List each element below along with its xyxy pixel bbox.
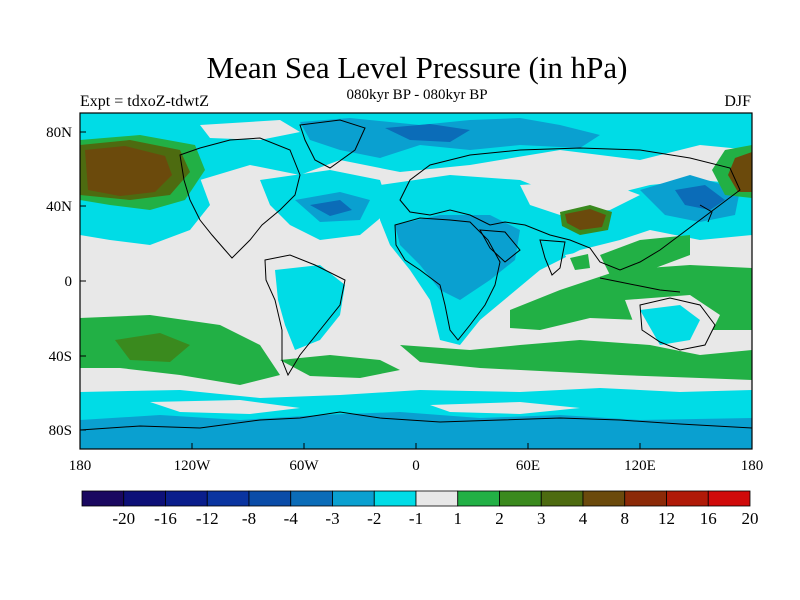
- x-tick-label: 120W: [174, 458, 212, 474]
- coast-arabia: [479, 229, 521, 263]
- contour-central-asia-grey: [520, 180, 640, 215]
- colorbar-swatch: [373, 490, 417, 507]
- contour-tibet-brown: [565, 209, 606, 230]
- colorbar-swatch: [165, 490, 208, 507]
- coast-eurasia: [399, 147, 741, 271]
- colorbar-label: -1: [409, 509, 423, 528]
- contour-south-america-cyan: [275, 265, 345, 350]
- coast-japan: [699, 204, 713, 223]
- colorbar-swatch: [499, 490, 542, 507]
- contour-antarctic-grey-2: [430, 402, 580, 414]
- axis-tick-marks: [79, 131, 753, 449]
- contour-southern-green-mid: [280, 355, 400, 378]
- season-label: DJF: [724, 93, 751, 110]
- colorbar-label: -12: [196, 509, 219, 528]
- colorbar-swatch: [248, 490, 292, 507]
- contour-southern-green-east: [400, 340, 752, 380]
- contour-alaska-brown: [85, 146, 172, 196]
- colorbar-swatch: [415, 490, 459, 507]
- colorbar-label: 12: [658, 509, 675, 528]
- y-tick-label: 40S: [49, 349, 72, 365]
- coast-africa: [394, 217, 501, 341]
- colorbar-swatch: [332, 490, 375, 507]
- coast-india: [539, 239, 566, 276]
- colorbar-label: -20: [112, 509, 135, 528]
- x-tick-label: 120E: [624, 458, 656, 474]
- x-tick-label: 180: [741, 458, 764, 474]
- y-tick-label: 40N: [46, 199, 72, 215]
- colorbar-swatch: [123, 490, 166, 507]
- colorbar-swatch: [624, 490, 667, 507]
- x-tick-label: 60E: [516, 458, 540, 474]
- colorbar-label: -3: [325, 509, 339, 528]
- coast-south-america: [264, 254, 346, 377]
- colorbar-label: 20: [742, 509, 759, 528]
- contour-africa-blue: [395, 215, 520, 300]
- contour-wpacific-green: [600, 235, 690, 275]
- x-tick-label: 60W: [289, 458, 319, 474]
- coast-maritime-continent: [599, 277, 681, 293]
- contour-arctic-blue-2: [385, 124, 470, 142]
- colorbar-swatch: [457, 490, 500, 507]
- coast-greenland: [299, 119, 366, 169]
- pressure-field: [80, 113, 752, 449]
- colorbar-label: 16: [700, 509, 717, 528]
- colorbar-label: 2: [495, 509, 504, 528]
- colorbar-label: 3: [537, 509, 546, 528]
- coast-antarctica: [80, 411, 752, 431]
- contour-north-atlantic-dark: [310, 200, 352, 216]
- x-tick-label: 180: [69, 458, 92, 474]
- colorbar-label: -2: [367, 509, 381, 528]
- map-subtitle: 080kyr BP - 080kyr BP: [346, 87, 488, 103]
- colorbar-label: 8: [621, 509, 630, 528]
- colorbar: -20 -16 -12 -8 -4 -3 -2 -1 1 2 3 4 8 12 16 20: [81, 490, 759, 528]
- contour-asia-darkblue: [675, 185, 725, 210]
- colorbar-label: -8: [242, 509, 256, 528]
- contour-arctic-grey-patch: [200, 120, 300, 140]
- experiment-label: Expt = tdxoZ-tdwtZ: [80, 93, 210, 110]
- colorbar-label: 1: [454, 509, 463, 528]
- contour-australia-cyan: [640, 305, 700, 345]
- contour-antarctic-grey: [150, 400, 300, 414]
- contour-siberia-brown: [728, 152, 752, 192]
- colorbar-swatch: [81, 490, 125, 507]
- y-tick-label: 80S: [49, 423, 72, 439]
- contour-southern-darkgreen: [115, 333, 190, 362]
- coast-australia: [639, 297, 716, 351]
- colorbar-label: -16: [154, 509, 177, 528]
- contour-east-pacific-green: [570, 254, 590, 270]
- coast-north-america: [179, 137, 301, 259]
- y-tick-label: 80N: [46, 125, 72, 141]
- colorbar-swatch: [666, 490, 709, 507]
- coastlines: [80, 119, 752, 431]
- colorbar-swatch: [540, 490, 584, 507]
- map-title: Mean Sea Level Pressure (in hPa): [206, 50, 628, 85]
- colorbar-label: 4: [579, 509, 588, 528]
- colorbar-swatch: [582, 490, 626, 507]
- colorbar-swatch: [206, 490, 250, 507]
- x-tick-label: 0: [412, 458, 420, 474]
- colorbar-swatch: [707, 490, 751, 507]
- colorbar-label: -4: [284, 509, 299, 528]
- colorbar-swatch: [290, 490, 333, 507]
- y-tick-label: 0: [65, 274, 73, 290]
